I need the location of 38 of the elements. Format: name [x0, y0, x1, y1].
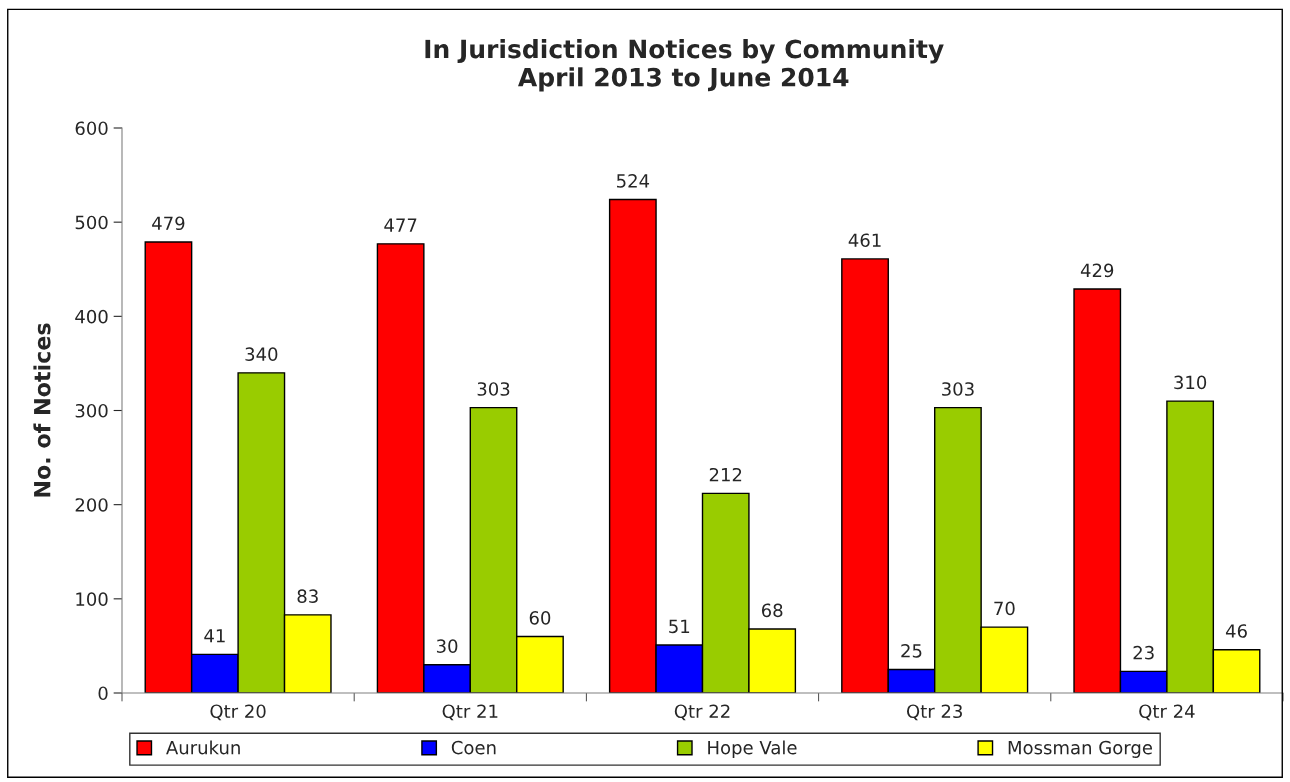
- y-tick-label: 400: [75, 309, 108, 324]
- data-label: 46: [1225, 624, 1247, 638]
- data-label: 68: [761, 603, 783, 618]
- data-label: 212: [709, 467, 742, 482]
- legend-label: Coen: [451, 740, 496, 755]
- data-label: 340: [245, 347, 278, 361]
- data-label: 83: [297, 589, 318, 604]
- chart-title: In Jurisdiction Notices by Community April 2013 to June 2014: [425, 39, 944, 92]
- x-tick-label: Qtr 20: [210, 704, 266, 721]
- y-tick-label: 600: [75, 121, 108, 136]
- data-label: 23: [1133, 645, 1154, 660]
- y-axis-title: No. of Notices: [33, 323, 51, 497]
- data-label: 41: [204, 629, 225, 643]
- data-label: 25: [901, 643, 922, 658]
- legend-label: Aurukun: [166, 740, 240, 755]
- data-label: 524: [617, 174, 650, 188]
- y-tick-label: 100: [76, 592, 108, 606]
- y-tick-label: 300: [75, 403, 108, 418]
- data-label: 51: [669, 619, 690, 634]
- data-label: 303: [477, 382, 510, 396]
- x-tick-label: Qtr 24: [1139, 704, 1195, 721]
- data-label: 479: [152, 216, 185, 231]
- data-label: 70: [994, 601, 1015, 616]
- legend-label: Hope Vale: [708, 740, 797, 758]
- legend-label: Mossman Gorge: [1008, 740, 1153, 758]
- x-tick-label: Qtr 23: [907, 704, 962, 721]
- data-label: 461: [848, 233, 881, 248]
- data-label: 310: [1174, 375, 1207, 390]
- y-tick-label: 0: [98, 686, 108, 701]
- x-tick-label: Qtr 22: [674, 704, 730, 721]
- data-label: 429: [1080, 263, 1114, 278]
- data-label: 60: [529, 611, 551, 625]
- y-tick-label: 200: [75, 498, 108, 512]
- data-label: 303: [942, 382, 974, 396]
- data-label: 477: [384, 218, 417, 232]
- y-tick-label: 500: [75, 215, 108, 230]
- data-label: 30: [436, 639, 458, 653]
- x-tick-label: Qtr 21: [442, 704, 498, 721]
